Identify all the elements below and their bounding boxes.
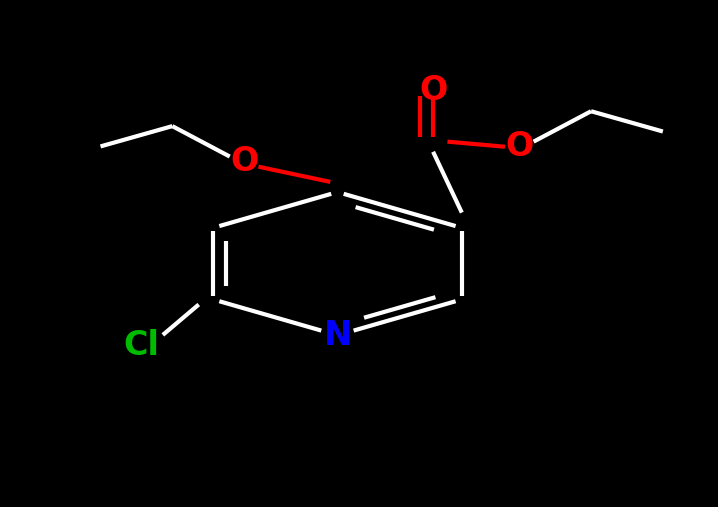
Text: O: O [505, 130, 533, 163]
Text: O: O [230, 145, 258, 178]
Text: O: O [419, 75, 447, 107]
Text: Cl: Cl [123, 329, 159, 361]
Text: N: N [323, 319, 352, 352]
